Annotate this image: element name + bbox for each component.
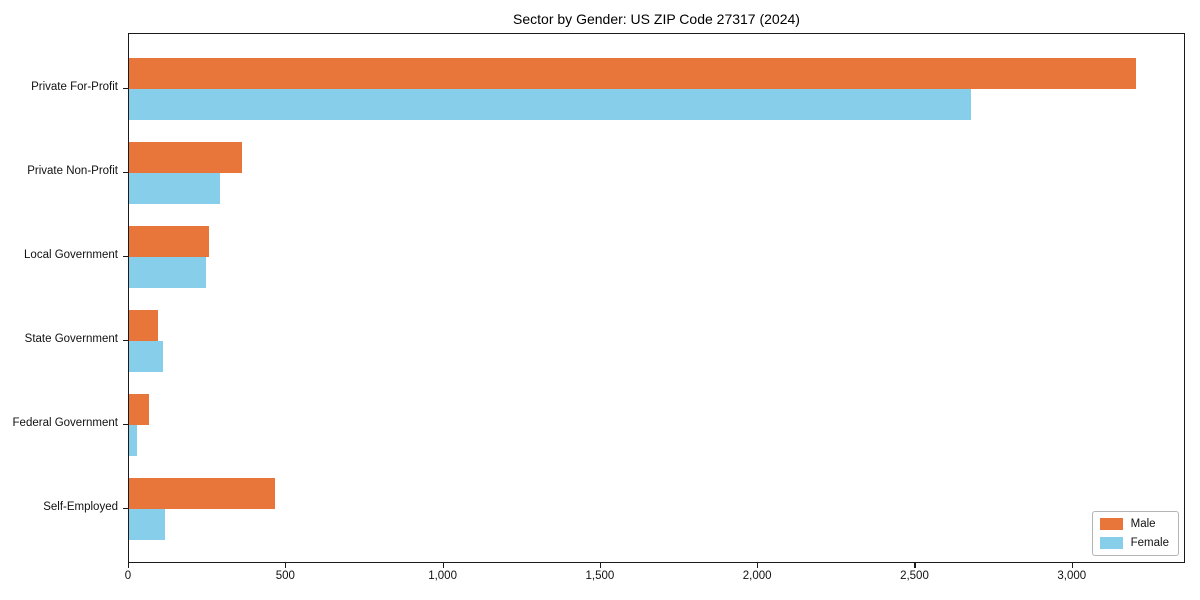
x-tickmark-500 <box>285 563 287 568</box>
x-tick-label-500: 500 <box>275 570 295 582</box>
x-tickmark-2-500 <box>914 563 916 568</box>
x-tick-label-2-500: 2,500 <box>900 570 929 582</box>
legend-swatch-male <box>1099 518 1123 530</box>
x-tickmark-1-000 <box>442 563 444 568</box>
y-tickmark-self-employed <box>123 508 128 510</box>
legend-entry-male: Male <box>1099 518 1169 530</box>
bar-self-employed-female <box>129 509 165 540</box>
chart-title: Sector by Gender: US ZIP Code 27317 (202… <box>513 11 800 27</box>
bar-local-government-male <box>129 226 209 257</box>
x-tick-label-0: 0 <box>124 570 132 582</box>
bar-private-for-profit-female <box>129 89 972 120</box>
y-label-private-for-profit: Private For-Profit <box>31 81 118 93</box>
x-tickmark-2-000 <box>757 563 759 568</box>
legend-swatch-female <box>1099 537 1123 549</box>
y-tickmark-state-government <box>123 340 128 342</box>
x-tick-label-1-500: 1,500 <box>585 570 615 582</box>
bar-local-government-female <box>129 257 207 288</box>
x-tick-label-1-000: 1,000 <box>428 570 457 582</box>
plot-area: Male Female <box>128 33 1185 563</box>
x-tick-label-3-000: 3,000 <box>1057 570 1087 582</box>
x-tickmark-1-500 <box>599 563 602 568</box>
bar-federal-government-male <box>129 394 150 425</box>
legend: Male Female <box>1091 511 1179 556</box>
legend-label-female: Female <box>1130 537 1169 549</box>
y-tickmark-private-non-profit <box>123 172 128 174</box>
x-tick-label-2-000: 2,000 <box>742 570 772 582</box>
bar-private-non-profit-female <box>129 173 221 204</box>
legend-entry-female: Female <box>1099 537 1169 549</box>
bar-private-for-profit-male <box>129 58 1136 89</box>
y-label-self-employed: Self-Employed <box>43 501 118 513</box>
x-tickmark-0 <box>128 563 130 568</box>
y-label-state-government: State Government <box>24 333 118 345</box>
bar-federal-government-female <box>129 425 137 456</box>
y-label-federal-government: Federal Government <box>12 417 118 429</box>
bar-self-employed-male <box>129 478 275 509</box>
bar-state-government-male <box>129 310 158 341</box>
bar-state-government-female <box>129 341 163 372</box>
y-label-private-non-profit: Private Non-Profit <box>27 165 118 177</box>
y-label-local-government: Local Government <box>24 249 118 261</box>
y-tickmark-federal-government <box>123 424 128 426</box>
legend-label-male: Male <box>1130 518 1156 530</box>
y-tickmark-local-government <box>123 256 128 258</box>
bar-private-non-profit-male <box>129 142 242 173</box>
x-tickmark-3-000 <box>1071 563 1073 568</box>
y-tickmark-private-for-profit <box>123 88 128 90</box>
